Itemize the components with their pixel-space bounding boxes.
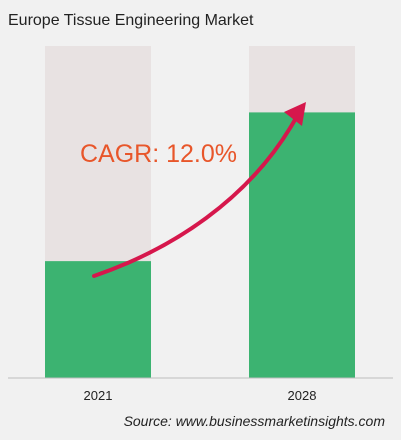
- cagr-arrow-head: [284, 102, 306, 126]
- cagr-annotation: CAGR: 12.0%: [80, 140, 237, 168]
- source-note: Source: www.businessmarketinsights.com: [123, 413, 385, 429]
- bar-2028: [249, 112, 355, 379]
- bar-2021: [45, 261, 151, 378]
- cagr-arrow: [92, 116, 298, 278]
- chart-title: Europe Tissue Engineering Market: [8, 12, 254, 29]
- x-tick-label-2028: 2028: [288, 388, 317, 403]
- x-tick-label-2021: 2021: [84, 388, 113, 403]
